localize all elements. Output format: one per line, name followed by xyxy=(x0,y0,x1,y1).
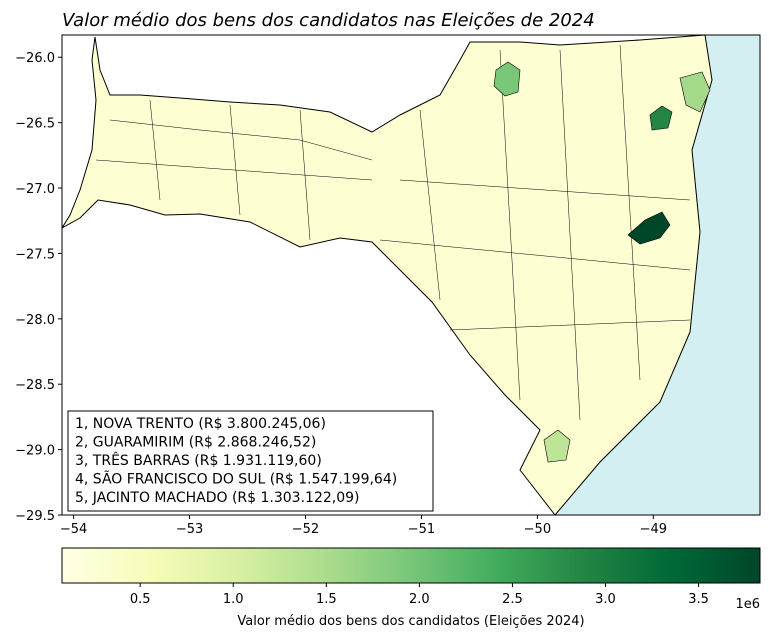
y-tick-label: −29.0 xyxy=(15,444,55,459)
municipality xyxy=(679,71,711,113)
y-tick-label: −29.5 xyxy=(15,509,55,524)
colorbar-offset: 1e6 xyxy=(735,597,760,612)
colorbar-tick-label: 1.0 xyxy=(223,592,244,607)
colorbar-tick-label: 2.0 xyxy=(409,592,430,607)
ranking-entry: 4, SÃO FRANCISCO DO SUL (R$ 1.547.199,64… xyxy=(75,471,397,488)
colorbar-tick-label: 1.5 xyxy=(316,592,337,607)
x-tick-label: −53 xyxy=(176,522,203,537)
ranking-entry: 3, TRÊS BARRAS (R$ 1.931.119,60) xyxy=(75,451,322,469)
colorbar xyxy=(61,547,761,584)
x-tick-label: −52 xyxy=(292,522,319,537)
title: Valor médio dos bens dos candidatos nas … xyxy=(62,10,595,31)
x-tick-label: −49 xyxy=(640,522,667,537)
colorbar-tick-label: 2.5 xyxy=(502,592,523,607)
y-tick-label: −26.0 xyxy=(15,51,55,66)
municipality xyxy=(543,429,571,463)
municipality-borders xyxy=(95,44,691,421)
state-outline xyxy=(62,35,713,515)
x-tick-label: −51 xyxy=(408,522,435,537)
municipality xyxy=(627,211,671,245)
colorbar-tick-label: 0.5 xyxy=(130,592,151,607)
x-tick-label: −54 xyxy=(60,522,87,537)
colorbar-label: Valor médio dos bens dos candidatos (Ele… xyxy=(237,614,584,629)
y-tick-label: −28.5 xyxy=(15,378,55,393)
ranking-box xyxy=(67,410,434,512)
y-tick-label: −27.0 xyxy=(15,182,55,197)
municipality xyxy=(493,61,521,97)
axes-frame xyxy=(61,34,761,516)
map xyxy=(62,35,760,515)
x-tick-label: −50 xyxy=(524,522,551,537)
y-tick-label: −26.5 xyxy=(15,117,55,132)
ranking-entry: 2, GUARAMIRIM (R$ 2.868.246,52) xyxy=(75,435,316,451)
municipality xyxy=(649,105,673,131)
ranking-entry: 1, NOVA TRENTO (R$ 3.800.245,06) xyxy=(75,416,326,432)
y-tick-label: −28.0 xyxy=(15,313,55,328)
colorbar-tick-label: 3.5 xyxy=(688,592,709,607)
y-tick-label: −27.5 xyxy=(15,247,55,262)
colorbar-tick-label: 3.0 xyxy=(595,592,616,607)
ranking-entry: 5, JACINTO MACHADO (R$ 1.303.122,09) xyxy=(75,490,359,506)
